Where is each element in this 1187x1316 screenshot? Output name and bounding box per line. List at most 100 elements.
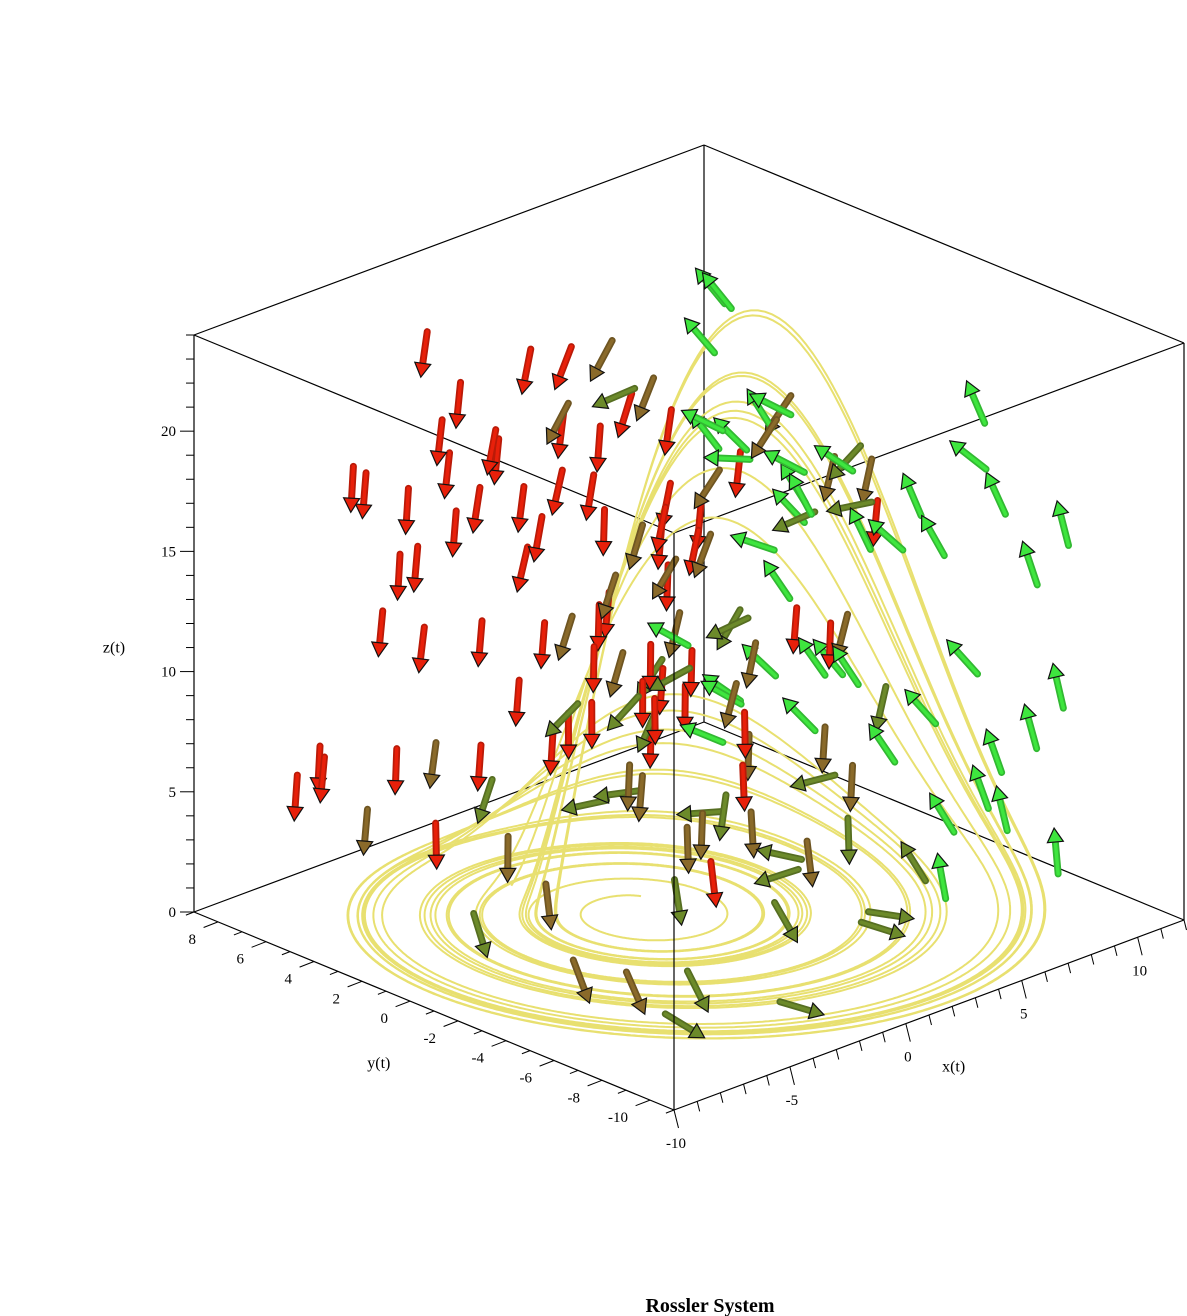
vector-arrow [633,677,652,729]
axes: 05101520z(t)86420-2-4-6-8-10y(t)-10-5051… [103,334,1187,1152]
y-axis-label: y(t) [367,1055,390,1072]
z-tick-label: 10 [161,665,176,681]
vector-arrow [801,837,820,888]
y-tick [281,951,291,956]
vector-arrow [630,772,649,823]
vector-arrow [900,840,929,885]
vector-arrow [750,416,780,460]
vector-arrow [982,727,1006,777]
y-tick [299,961,315,968]
vector-arrow [422,739,441,790]
vector-arrow [515,345,535,396]
vector-arrow [867,518,907,554]
x-tick [974,997,979,1008]
vector-arrow [868,723,899,766]
x-tick [673,1109,679,1129]
y-tick-label: 0 [381,1011,389,1027]
vector-arrow [427,819,446,871]
vector-arrow [354,469,373,520]
vector-arrow [389,550,408,602]
vector-arrow [551,343,575,391]
vector-arrow [559,709,578,761]
vector-arrow [904,688,940,728]
vector-arrow [701,271,735,312]
vector-arrow [533,619,552,670]
vector-arrow [748,392,795,419]
y-tick-label: -8 [568,1090,581,1106]
vector-arrow [763,559,794,603]
y-tick [539,1060,555,1067]
vector-arrow [680,408,727,435]
vector-arrow [832,645,862,689]
vector-arrow [814,723,833,775]
z-axis: 0 5 10 15 20 z(t) [103,334,194,921]
y-tick [587,1079,603,1087]
vector-arrow [788,472,815,518]
vector-arrow [470,909,492,959]
vector-arrow [984,471,1009,518]
vector-arrow [776,998,826,1020]
vector-arrow [857,918,907,941]
vector-arrow [864,907,916,926]
vector-arrow [397,484,416,536]
y-tick [491,1040,507,1047]
vector-arrow [670,876,689,927]
vector-arrow [1046,826,1065,878]
x-tick-label: -5 [786,1093,799,1109]
box-edge-back-top [193,144,705,336]
vector-arrow [546,466,566,517]
y-tick [347,980,363,988]
box-edge-top-front [673,342,1185,534]
vector-arrow [813,445,857,475]
y-tick [329,970,339,976]
chart-title: Rossler System [645,1295,774,1316]
vector-arrow [797,636,829,679]
y-tick [251,941,267,948]
trajectory-path [346,309,1047,1040]
vector-arrow [781,697,819,735]
vector-arrow [589,422,608,474]
x-tick [812,1058,817,1069]
vector-arrow [589,337,616,383]
vector-arrow [411,623,430,674]
vector-arrow [848,506,874,553]
vector-arrow [312,753,331,805]
y-tick-label: 6 [237,952,245,968]
vector-arrow [569,956,593,1005]
vector-arrow [675,804,727,823]
vector-arrow [633,374,658,422]
z-tick-label: 5 [169,785,177,801]
x-tick [719,1092,724,1103]
vector-arrow [286,771,305,823]
x-tick-label: 5 [1020,1006,1028,1022]
vector-arrow [466,483,485,535]
x-tick-label: 10 [1132,963,1147,979]
vector-arrow [753,865,802,888]
x-tick [951,1006,956,1017]
vector-arrow [789,771,839,792]
x-tick-label: -10 [666,1136,686,1152]
vector-arrow [648,664,694,692]
vector-arrow [592,785,643,804]
vector-arrow [448,378,467,430]
y-tick-label: -10 [608,1110,628,1126]
z-tick-label: 20 [161,424,176,440]
vector-arrow [591,384,639,410]
vector-arrow [511,543,532,594]
vector-arrow [594,506,613,557]
vector-arrow [691,530,715,579]
y-tick [443,1020,459,1027]
vector-arrow [683,967,710,1014]
z-axis-label: z(t) [103,639,125,656]
vector-arrow [679,722,727,746]
vector-arrow [540,880,559,931]
z-tick-label: 15 [161,544,176,560]
y-tick [185,911,195,916]
vector-arrow [444,507,463,558]
vector-arrow [481,426,500,477]
vector-arrow [619,761,638,813]
vector-arrow [606,692,642,732]
bounding-box-back [193,144,1185,921]
box-edge-back-bottom [193,721,705,913]
vector-arrow [729,531,778,554]
